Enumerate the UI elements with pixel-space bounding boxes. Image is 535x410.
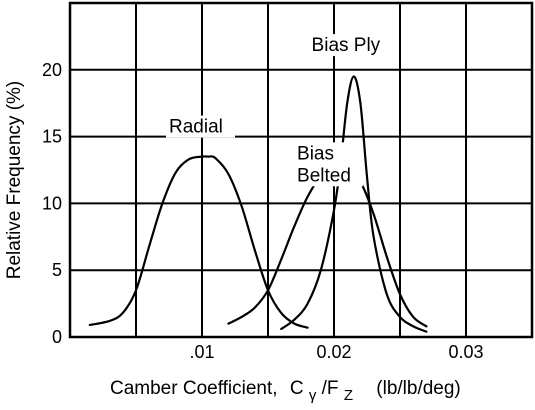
x-axis-title: Camber Coefficient, C γ /F Z (lb/lb/deg)	[110, 378, 461, 405]
x-tick-label: 0.02	[316, 342, 351, 362]
series-line-bias-ply	[280, 75, 428, 333]
series-label: Radial	[169, 117, 223, 138]
tick-labels: .01 0.02 0.03 0 5 10 15 20	[42, 60, 484, 362]
y-tick-label: 0	[52, 327, 62, 347]
x-axis-units: (lb/lb/deg)	[376, 378, 461, 399]
x-axis-symbol-slash-f: /F	[322, 378, 339, 399]
y-tick-label: 15	[42, 127, 62, 147]
series-label: Belted	[297, 165, 351, 186]
x-axis-symbol-gamma: γ	[309, 387, 317, 404]
series-label: Bias Ply	[312, 35, 381, 56]
series-label-background	[308, 34, 399, 57]
series-label: Bias	[297, 143, 334, 164]
series-label-background	[166, 115, 235, 138]
series-line-bias-belted	[227, 169, 428, 328]
x-axis-symbol-c: C	[290, 378, 304, 399]
series-line-radial	[88, 155, 309, 329]
series-label-background	[294, 142, 364, 187]
x-axis-symbol-z: Z	[344, 387, 353, 404]
x-tick-label: .01	[189, 342, 214, 362]
y-tick-label: 5	[52, 260, 62, 280]
y-axis-title: Relative Frequency (%)	[4, 81, 25, 280]
y-tick-label: 20	[42, 60, 62, 80]
y-tick-label: 10	[42, 193, 62, 213]
x-axis-title-text: Camber Coefficient,	[110, 378, 278, 399]
grid-lines	[70, 3, 532, 337]
plot-frame	[68, 1, 534, 339]
x-tick-label: 0.03	[448, 342, 483, 362]
